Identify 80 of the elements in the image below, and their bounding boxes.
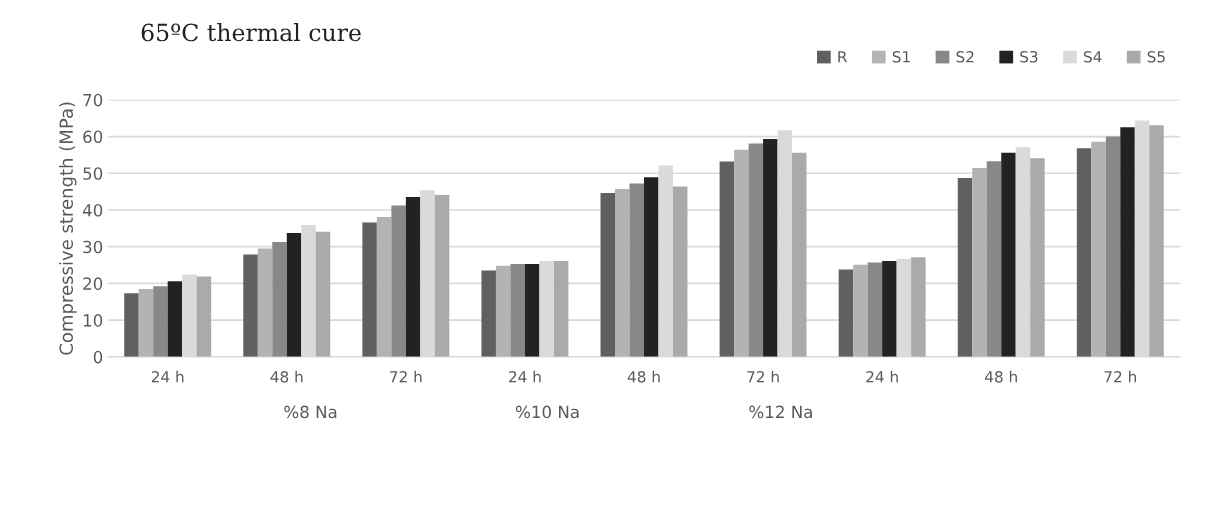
bar (510, 263, 525, 357)
bar (495, 265, 511, 357)
bar (124, 293, 139, 357)
y-axis-title: Compressive strength (MPa) (59, 102, 77, 355)
bar (1015, 147, 1031, 357)
y-tick-label: 30 (83, 240, 103, 254)
x-tick-label: 24 h (509, 370, 541, 383)
x-tick-label: 72 h (1104, 370, 1136, 383)
bar (196, 276, 212, 357)
bar (763, 139, 778, 357)
legend-label: S3 (1020, 51, 1038, 63)
text: %12 Na (749, 405, 812, 419)
y-tick-label: 40 (82, 203, 103, 217)
bar (1105, 136, 1121, 357)
x-tick-label: 24 h (866, 370, 898, 383)
chart-title: 65ºC thermal cure (141, 23, 361, 42)
bar (301, 225, 316, 357)
bar (853, 264, 868, 357)
legend-label: S5 (1147, 51, 1165, 63)
bar (167, 281, 183, 357)
bar (867, 262, 883, 357)
bar (286, 233, 302, 357)
bar (420, 190, 435, 357)
text: %8 Na (284, 405, 337, 419)
bar (911, 257, 926, 357)
bar (1030, 158, 1045, 357)
bar (391, 205, 406, 357)
x-tick-label: 72 h (390, 370, 422, 383)
x-tick-label: 72 h (747, 370, 779, 383)
bar (153, 286, 168, 357)
bar (748, 143, 764, 357)
legend-label: R (838, 51, 848, 63)
bar (734, 149, 749, 357)
y-tick-label: 60 (83, 130, 103, 144)
bar (792, 152, 807, 357)
bar (1134, 120, 1150, 357)
bar (1001, 152, 1016, 357)
bar (644, 177, 659, 357)
bar (672, 186, 688, 357)
y-tick-label: 70 (83, 93, 103, 107)
bar (1076, 148, 1092, 357)
bar (376, 216, 392, 357)
bar (1149, 125, 1164, 357)
text: %10 Na (515, 405, 579, 419)
x-tick-label: 48 h (627, 370, 660, 383)
x-tick-label: 48 h (270, 370, 303, 383)
y-tick-label: 20 (83, 277, 103, 290)
bar (986, 161, 1002, 357)
bar (405, 197, 421, 357)
bar (629, 183, 644, 357)
bar (362, 222, 377, 357)
bar (882, 261, 897, 357)
bar (615, 189, 630, 357)
bar (972, 168, 987, 357)
y-tick-label: 50 (83, 167, 103, 180)
bar (434, 194, 450, 357)
bar (1120, 127, 1135, 357)
x-tick-label: 24 h (151, 370, 184, 383)
bar (272, 241, 287, 357)
bar (138, 288, 154, 357)
bar (896, 258, 912, 357)
y-tick-label: 10 (83, 314, 103, 327)
legend-label: S4 (1083, 51, 1102, 63)
x-tick-label: 48 h (984, 370, 1017, 383)
bar (957, 178, 973, 357)
bar (719, 161, 735, 357)
bar (553, 261, 569, 357)
bar (539, 261, 554, 357)
bar (600, 193, 616, 357)
bar (838, 269, 854, 357)
bar (524, 263, 540, 357)
y-tick-label: 0 (93, 350, 103, 364)
legend-label: S2 (956, 51, 974, 63)
bar (315, 231, 331, 357)
bar (243, 254, 258, 357)
bar (257, 248, 273, 357)
bar (1091, 141, 1106, 357)
legend-label: S1 (892, 51, 910, 63)
bar (481, 270, 496, 357)
bar (182, 274, 197, 357)
